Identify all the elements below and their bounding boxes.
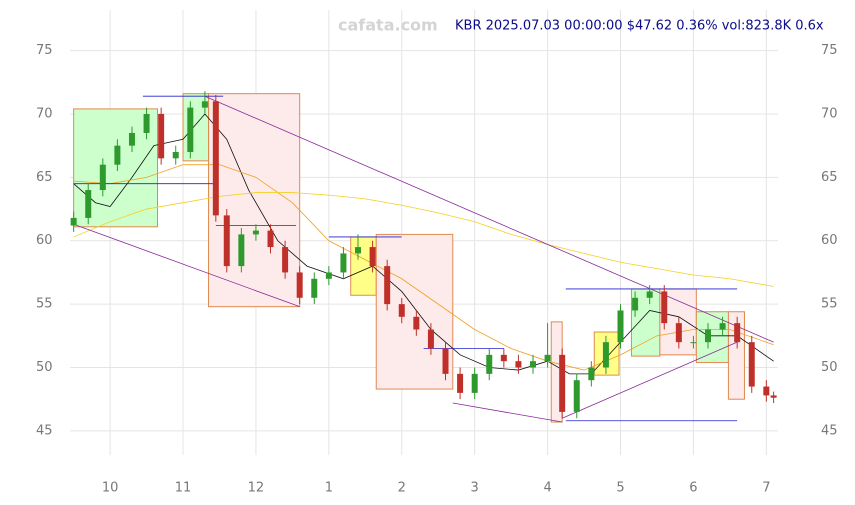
candle-body bbox=[267, 230, 274, 248]
candle-body bbox=[384, 266, 391, 305]
x-tick-label: 4 bbox=[543, 481, 551, 496]
y-tick-label-right: 50 bbox=[821, 360, 838, 375]
overlay-line bbox=[73, 223, 300, 308]
candle-body bbox=[252, 230, 259, 235]
candle-body bbox=[282, 247, 289, 273]
x-tick-label: 2 bbox=[398, 481, 406, 496]
candle-body bbox=[413, 316, 420, 330]
candle-body bbox=[398, 304, 405, 317]
candle-body bbox=[588, 367, 595, 381]
overlay-line bbox=[73, 192, 774, 287]
y-tick-label-right: 70 bbox=[821, 106, 838, 121]
x-tick-label: 1 bbox=[325, 481, 333, 496]
candle-body bbox=[486, 354, 493, 374]
overlay-line bbox=[73, 164, 774, 371]
candle-body bbox=[187, 107, 194, 152]
candle-body bbox=[442, 348, 449, 374]
candle-body bbox=[340, 253, 347, 273]
candle-body bbox=[85, 190, 92, 218]
candle-body bbox=[311, 278, 318, 298]
y-tick-label: 60 bbox=[36, 233, 53, 248]
candle-body bbox=[427, 329, 434, 349]
candle-body bbox=[172, 151, 179, 159]
range-box bbox=[727, 311, 745, 400]
candle-body bbox=[296, 272, 303, 298]
candle-body bbox=[70, 217, 77, 226]
candle-body bbox=[471, 373, 478, 393]
candle-body bbox=[544, 354, 551, 362]
x-tick-label: 10 bbox=[102, 481, 119, 496]
candle-body bbox=[223, 215, 230, 267]
candle-body bbox=[369, 247, 376, 267]
candle-body bbox=[748, 342, 755, 387]
candle-body bbox=[238, 234, 245, 267]
y-tick-label: 70 bbox=[36, 106, 53, 121]
x-tick-label: 5 bbox=[616, 481, 624, 496]
y-tick-label-right: 65 bbox=[821, 170, 838, 185]
y-tick-label: 75 bbox=[36, 43, 53, 58]
candle-body bbox=[573, 380, 580, 412]
range-box bbox=[375, 233, 454, 390]
overlay-line bbox=[452, 402, 563, 423]
chart-title: KBR 2025.07.03 00:00:00 $47.62 0.36% vol… bbox=[455, 19, 824, 34]
candle-body bbox=[500, 354, 507, 362]
candle-body bbox=[602, 342, 609, 368]
overlay-line bbox=[562, 341, 738, 419]
candle-body bbox=[705, 329, 712, 343]
candle-body bbox=[515, 361, 522, 368]
candle-body bbox=[734, 323, 741, 343]
candle-body bbox=[143, 113, 150, 133]
candle-body bbox=[661, 291, 668, 324]
y-tick-label: 50 bbox=[36, 360, 53, 375]
y-tick-label-right: 75 bbox=[821, 43, 838, 58]
candle-body bbox=[719, 323, 726, 330]
candle-body bbox=[530, 361, 537, 368]
y-tick-label-right: 45 bbox=[821, 423, 838, 438]
candle-body bbox=[325, 272, 332, 279]
x-tick-label: 12 bbox=[248, 481, 265, 496]
candle-body bbox=[457, 373, 464, 393]
x-tick-label: 11 bbox=[175, 481, 192, 496]
candle-body bbox=[99, 164, 106, 191]
range-box bbox=[695, 311, 729, 363]
x-tick-label: 7 bbox=[762, 481, 770, 496]
watermark: cafata.com bbox=[338, 16, 438, 35]
overlay-line bbox=[204, 95, 774, 343]
candle-body bbox=[212, 101, 219, 216]
y-tick-label: 45 bbox=[36, 423, 53, 438]
candle-body bbox=[355, 247, 362, 254]
candle-body bbox=[114, 145, 121, 165]
x-tick-label: 6 bbox=[689, 481, 697, 496]
candle-body bbox=[770, 395, 777, 398]
y-tick-label-right: 55 bbox=[821, 297, 838, 312]
candle-body bbox=[675, 323, 682, 343]
candle-body bbox=[763, 386, 770, 396]
candle-body bbox=[632, 297, 639, 311]
candle-body bbox=[690, 342, 697, 344]
candle-body bbox=[201, 101, 208, 108]
candle-body bbox=[559, 354, 566, 412]
candle-body bbox=[128, 132, 135, 146]
candle-body bbox=[617, 310, 624, 343]
x-tick-label: 3 bbox=[471, 481, 479, 496]
y-tick-label: 65 bbox=[36, 170, 53, 185]
candle-body bbox=[646, 291, 653, 298]
y-tick-label-right: 60 bbox=[821, 233, 838, 248]
y-tick-label: 55 bbox=[36, 297, 53, 312]
candle-body bbox=[158, 113, 165, 159]
